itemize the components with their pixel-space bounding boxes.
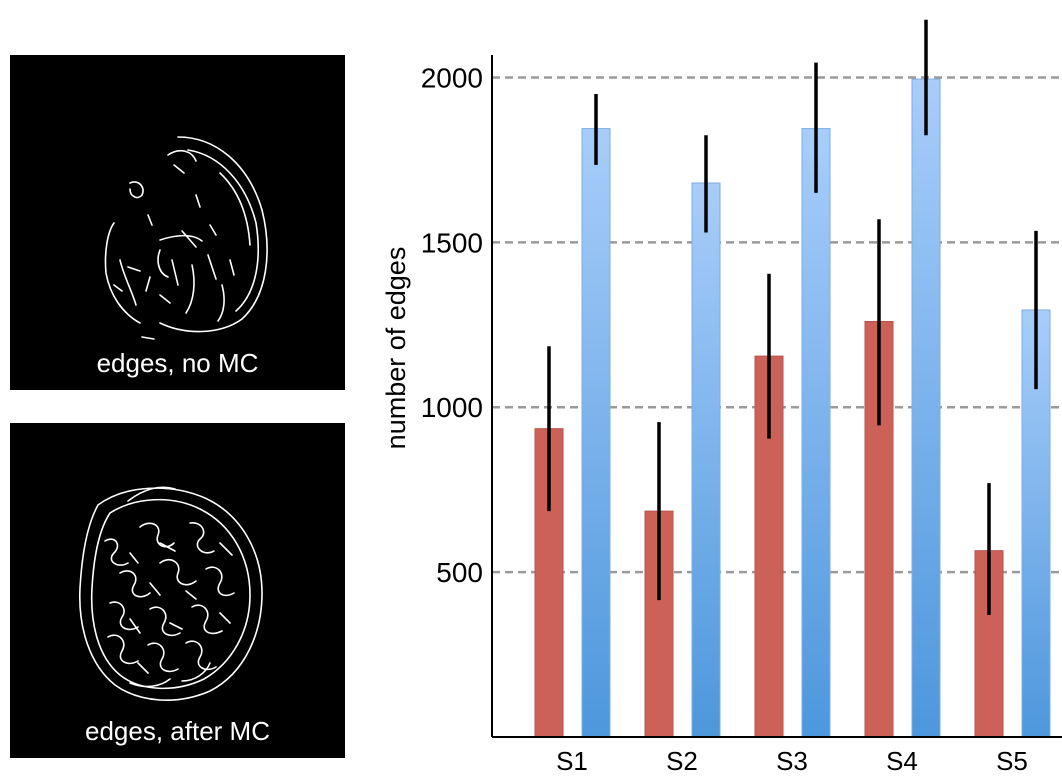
y-tick-label: 500 [436, 557, 483, 588]
bar-s4-series-2 [911, 78, 941, 738]
x-tick-label: S5 [996, 746, 1028, 776]
x-tick-label: S2 [666, 746, 698, 776]
y-tick-labels: 500 1000 1500 2000 [421, 62, 483, 588]
y-tick-label: 1000 [421, 392, 483, 423]
bar-s5-series-1 [974, 550, 1004, 738]
x-tick-label: S3 [776, 746, 808, 776]
axes [491, 55, 1062, 738]
error-bars [547, 19, 1038, 615]
bar-s1-series-2 [581, 128, 611, 738]
edge-image-no-mc: edges, no MC [10, 55, 345, 390]
y-axis-label: number of edges [381, 247, 411, 450]
bar-chart: 500 1000 1500 2000 S1 S2 S3 S4 S5 number of edg… [381, 19, 1062, 776]
edge-image-after-mc: edges, after MC [10, 423, 345, 758]
x-tick-label: S4 [886, 746, 918, 776]
bar-s2-series-2 [691, 182, 721, 738]
x-tick-label: S1 [556, 746, 588, 776]
y-tick-label: 1500 [421, 227, 483, 258]
bar-s3-series-2 [801, 128, 831, 738]
edge-map-dense [79, 486, 263, 701]
x-tick-labels: S1 S2 S3 S4 S5 [556, 746, 1028, 776]
panel-caption-no-mc: edges, no MC [96, 348, 259, 378]
y-tick-label: 2000 [421, 62, 483, 93]
panel-caption-after-mc: edges, after MC [85, 716, 270, 746]
edge-map-sparse [104, 136, 268, 340]
